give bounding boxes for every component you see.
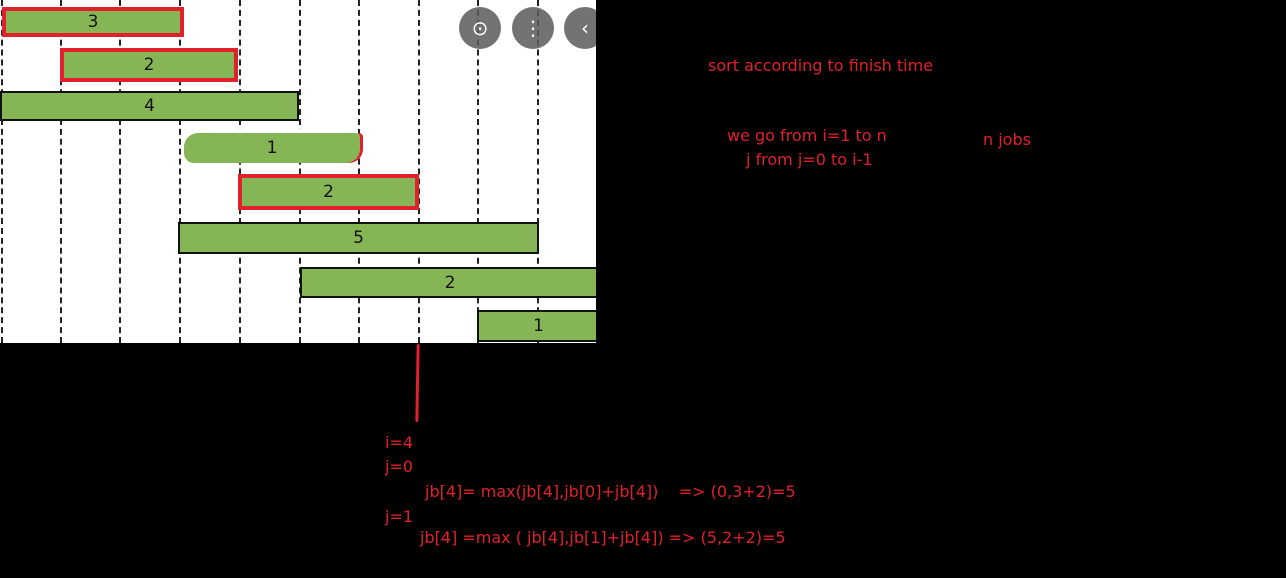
note-sort: sort according to finish time (708, 56, 934, 75)
lens-icon[interactable]: ⊙ (459, 7, 501, 49)
job-bar-6: 5 (178, 222, 539, 254)
grid-line (358, 0, 360, 343)
note-n-jobs: n jobs (983, 130, 1031, 149)
note-step1: jb[4]= max(jb[4],jb[0]+jb[4]) => (0,3+2)… (425, 482, 796, 501)
job-bar-7: 2 (300, 267, 596, 298)
job-bar-5: 2 (238, 174, 419, 210)
grid-line (239, 0, 241, 343)
job-bar-1: 3 (2, 7, 184, 37)
note-j0: j=0 (385, 457, 414, 476)
note-loop-i: we go from i=1 to n (727, 126, 887, 145)
note-step2: jb[4] =max ( jb[4],jb[1]+jb[4]) => (5,2+… (420, 528, 786, 547)
job-bar-2: 2 (60, 48, 238, 82)
job-bar-4: 1 (184, 133, 360, 163)
grid-line (1, 0, 3, 343)
grid-line (477, 0, 479, 343)
more-options-icon[interactable]: ⋮ (512, 7, 554, 49)
grid-line (418, 0, 420, 343)
note-i-value: i=4 (385, 433, 414, 452)
note-loop-j: j from j=0 to i-1 (746, 150, 873, 169)
grid-line (299, 0, 301, 343)
note-j1: j=1 (385, 507, 414, 526)
grid-line (537, 0, 539, 343)
job-bar-8: 1 (477, 310, 596, 342)
grid-line (119, 0, 121, 343)
grid-line (60, 0, 62, 343)
grid-line (179, 0, 181, 343)
job-bar-3: 4 (0, 91, 299, 121)
marker-line (415, 343, 420, 423)
back-chevron-icon[interactable]: ‹ (564, 7, 596, 49)
job-schedule-image: 3 2 4 1 2 5 2 1 ⊙ ⋮ ‹ (0, 0, 596, 343)
